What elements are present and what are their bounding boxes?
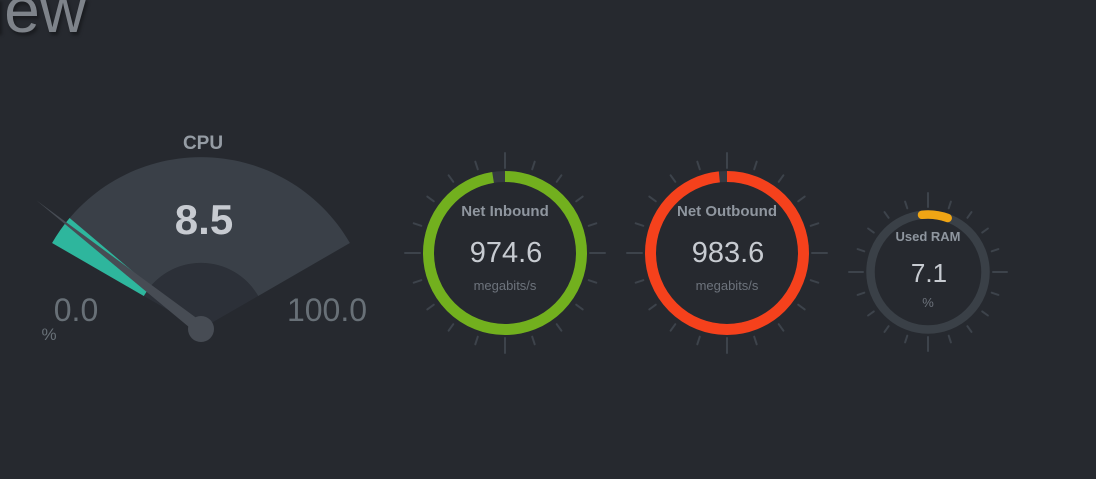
- tick-mark: [696, 160, 701, 171]
- tick-mark: [426, 303, 435, 311]
- tick-mark: [809, 279, 820, 284]
- cpu-gauge-needle: [36, 200, 205, 334]
- cpu-gauge-fan-track: [52, 157, 350, 296]
- cpu-gauge-title: CPU: [182, 133, 224, 154]
- tick-mark: [809, 222, 820, 227]
- tick-mark: [777, 323, 785, 332]
- tick-mark: [412, 222, 423, 227]
- tick-mark: [575, 195, 584, 203]
- cpu-gauge-unit: %: [41, 325, 57, 344]
- tick-mark: [648, 195, 657, 203]
- cpu-gauge-value-arc: [52, 218, 151, 296]
- net-inbound-title: Net Inbound: [461, 203, 549, 220]
- tick-mark: [981, 227, 989, 234]
- used-ram-title: Used RAM: [895, 229, 961, 244]
- tick-mark: [797, 303, 806, 311]
- tick-mark: [634, 279, 645, 284]
- cpu-gauge-graphic: [36, 157, 350, 342]
- tick-mark: [696, 335, 701, 346]
- page-heading: iew: [0, 0, 87, 46]
- tick-mark: [753, 335, 758, 346]
- used-ram-tick-marks: [848, 192, 1008, 352]
- tick-mark: [966, 325, 973, 333]
- tick-mark: [947, 334, 952, 344]
- tick-mark: [474, 335, 479, 346]
- tick-mark: [412, 279, 423, 284]
- tick-mark: [947, 200, 952, 210]
- tick-mark: [587, 222, 598, 227]
- net-inbound-gauge-graphic: [404, 152, 606, 354]
- net-outbound-unit: megabits/s: [695, 278, 759, 293]
- tick-mark: [648, 303, 657, 311]
- tick-mark: [867, 310, 875, 317]
- tick-mark: [856, 291, 866, 296]
- tick-mark: [966, 211, 973, 219]
- tick-mark: [575, 303, 584, 311]
- cpu-gauge-needle-hub: [188, 316, 214, 342]
- net-outbound-tick-marks: [626, 152, 828, 354]
- tick-mark: [669, 174, 677, 183]
- used-ram-gauge-graphic: [848, 192, 1008, 352]
- tick-mark: [531, 160, 536, 171]
- cpu-gauge-min-label: 0.0: [53, 292, 99, 328]
- tick-mark: [447, 174, 455, 183]
- tick-mark: [555, 174, 563, 183]
- tick-mark: [555, 323, 563, 332]
- cpu-gauge-max-label: 100.0: [286, 292, 368, 328]
- tick-mark: [867, 227, 875, 234]
- net-inbound-tick-marks: [404, 152, 606, 354]
- used-ram-value: 7.1: [910, 258, 948, 288]
- tick-mark: [981, 310, 989, 317]
- tick-mark: [904, 334, 909, 344]
- tick-mark: [990, 248, 1000, 253]
- net-inbound-value: 974.6: [469, 237, 543, 269]
- tick-mark: [426, 195, 435, 203]
- net-outbound-title: Net Outbound: [677, 203, 777, 220]
- tick-mark: [797, 195, 806, 203]
- used-ram-unit: %: [922, 295, 934, 310]
- net-outbound-gauge-graphic: [626, 152, 828, 354]
- tick-mark: [904, 200, 909, 210]
- tick-mark: [531, 335, 536, 346]
- net-inbound-ring-value: [423, 171, 587, 335]
- tick-mark: [634, 222, 645, 227]
- net-inbound-unit: megabits/s: [473, 278, 537, 293]
- tick-mark: [587, 279, 598, 284]
- cpu-gauge-value: 8.5: [174, 196, 234, 243]
- tick-mark: [753, 160, 758, 171]
- tick-mark: [474, 160, 479, 171]
- tick-mark: [856, 248, 866, 253]
- tick-mark: [669, 323, 677, 332]
- tick-mark: [883, 325, 890, 333]
- tick-mark: [883, 211, 890, 219]
- tick-mark: [447, 323, 455, 332]
- net-outbound-value: 983.6: [691, 237, 765, 269]
- tick-mark: [777, 174, 785, 183]
- used-ram-ring-value: [917, 210, 952, 223]
- tick-mark: [990, 291, 1000, 296]
- net-outbound-ring-value: [645, 171, 809, 335]
